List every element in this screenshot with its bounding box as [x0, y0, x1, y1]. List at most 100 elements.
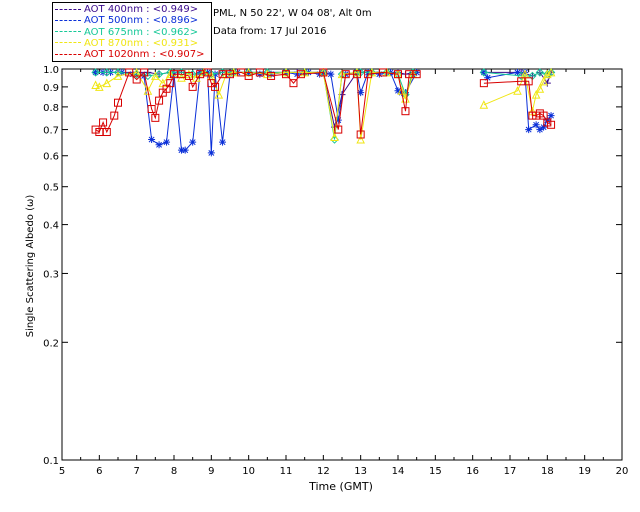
point-asterisk — [513, 68, 521, 76]
point-square — [547, 120, 556, 129]
legend-entry: AOT 1020nm : <0.907> — [55, 49, 204, 60]
point-triangle — [113, 71, 123, 80]
legend-swatch — [55, 42, 81, 44]
point-square — [352, 70, 361, 79]
point-square — [296, 70, 305, 79]
point-asterisk — [521, 68, 529, 76]
point-square — [140, 68, 149, 77]
point-diamond — [102, 68, 112, 77]
y-tick-label: 0.7 — [43, 126, 59, 137]
point-triangle — [546, 67, 556, 77]
x-tick-label: 12 — [317, 466, 330, 477]
x-tick-label: 17 — [504, 466, 517, 477]
point-square — [99, 118, 108, 127]
point-asterisk — [163, 138, 171, 146]
point-square — [412, 70, 421, 79]
point-diamond — [143, 71, 153, 81]
point-square — [356, 130, 365, 139]
point-square — [524, 77, 533, 86]
point-asterisk — [219, 138, 227, 146]
y-tick-label: 0.1 — [43, 456, 59, 467]
date-info: Data from: 17 Jul 2016 — [213, 26, 327, 37]
point-triangle — [531, 89, 541, 99]
legend-entry: AOT 870nm : <0.931> — [55, 38, 198, 49]
y-axis-label: Single Scattering Albedo (ω) — [25, 195, 36, 338]
axes-layer: 5 6 7 8 9 10 11 12 13 14 15 16 17 18 19 20 0.1 0.2 0.3 0.4 0… — [43, 65, 628, 477]
legend-label: AOT 675nm : <0.962> — [84, 26, 199, 38]
point-square — [226, 70, 234, 79]
x-tick-label: 19 — [578, 466, 591, 477]
point-triangle — [356, 134, 365, 144]
y-tick-label: 0.4 — [43, 221, 59, 232]
x-tick-label: 9 — [208, 466, 214, 477]
x-tick-label: 15 — [429, 466, 442, 477]
legend-label: AOT 500nm : <0.896> — [84, 15, 199, 27]
point-triangle — [91, 80, 100, 90]
point-asterisk — [536, 126, 544, 134]
point-square — [479, 79, 488, 88]
legend-entry: AOT 500nm : <0.896> — [55, 15, 198, 26]
y-tick-label: 0.5 — [43, 183, 59, 194]
point-asterisk — [181, 146, 189, 154]
x-tick-label: 10 — [242, 466, 255, 477]
point-square — [147, 105, 156, 114]
point-square — [166, 79, 175, 88]
legend-swatch — [55, 31, 81, 33]
point-triangle — [535, 84, 545, 93]
point-square — [364, 70, 373, 79]
point-square — [132, 75, 141, 84]
legend-swatch — [55, 53, 81, 55]
point-triangle — [539, 76, 548, 86]
point-asterisk — [207, 149, 215, 157]
point-square — [114, 98, 122, 107]
point-asterisk — [177, 146, 185, 154]
point-square — [379, 68, 388, 77]
y-tick-label: 0.3 — [43, 269, 59, 280]
legend-label: AOT 1020nm : <0.907> — [84, 49, 205, 61]
point-asterisk — [334, 116, 342, 124]
point-square — [244, 71, 253, 80]
point-asterisk — [401, 89, 409, 97]
point-triangle — [95, 82, 104, 91]
point-square — [188, 82, 197, 91]
point-triangle — [543, 69, 552, 79]
y-tick-label: 0.9 — [43, 83, 59, 94]
point-asterisk — [394, 87, 402, 95]
point-asterisk — [256, 70, 264, 78]
legend: AOT 400nm : <0.949> AOT 500nm : <0.896> AO… — [52, 2, 212, 62]
point-asterisk — [189, 138, 197, 146]
series-5 — [91, 68, 556, 139]
point-diamond — [91, 68, 100, 77]
series-line — [95, 71, 552, 128]
x-tick-label: 6 — [96, 466, 102, 477]
point-asterisk — [543, 116, 551, 124]
point-asterisk — [532, 121, 540, 129]
point-square — [282, 70, 290, 79]
legend-label: AOT 870nm : <0.931> — [84, 37, 199, 49]
point-asterisk — [155, 141, 163, 149]
point-triangle — [479, 100, 489, 109]
point-triangle — [214, 89, 224, 99]
point-asterisk — [480, 68, 488, 76]
point-triangle — [143, 86, 153, 95]
point-triangle — [513, 86, 522, 95]
x-tick-label: 16 — [466, 466, 479, 477]
point-diamond — [516, 71, 526, 81]
point-square — [125, 68, 134, 77]
point-diamond — [154, 69, 164, 79]
x-tick-label: 14 — [392, 466, 405, 477]
point-triangle — [102, 78, 112, 88]
point-square — [341, 70, 350, 79]
point-square — [110, 111, 119, 120]
x-tick-label: 5 — [59, 466, 65, 477]
point-diamond — [218, 68, 227, 77]
point-square — [401, 107, 410, 116]
x-tick-label: 18 — [541, 466, 554, 477]
y-tick-label: 0.2 — [43, 338, 59, 349]
point-triangle — [184, 69, 194, 79]
legend-label: AOT 400nm : <0.949> — [84, 4, 199, 15]
series-line — [95, 71, 552, 153]
series-layer — [91, 67, 556, 157]
point-triangle — [281, 67, 291, 77]
